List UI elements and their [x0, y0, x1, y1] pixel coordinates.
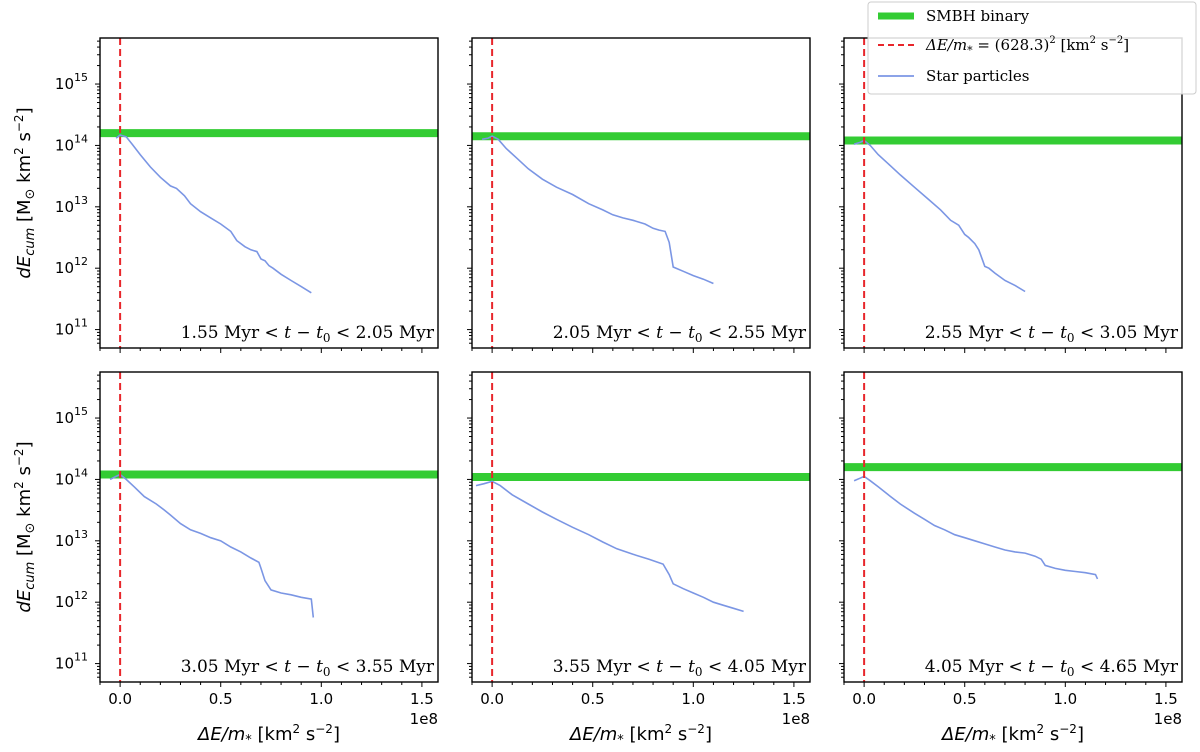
x-axis-label: ΔE/m* [km2 s−2]: [568, 722, 712, 748]
legend: SMBH binary ΔE/m* = (628.3)2 [km2 s−2] Sta…: [867, 1, 1197, 95]
y-tick-label: 1015: [55, 71, 88, 93]
y-tick-label: 1013: [55, 528, 88, 550]
x-tick-label: 1.0: [681, 690, 705, 708]
x-tick-label: 0.5: [209, 690, 233, 708]
star-particles-line: [853, 139, 1026, 293]
x-tick-label: 1.0: [309, 690, 333, 708]
star-particles-line: [481, 135, 714, 285]
legend-label: Star particles: [926, 67, 1030, 85]
legend-label: ΔE/m* = (628.3)2 [km2 s−2]: [925, 35, 1129, 57]
star-particles-line: [853, 475, 1099, 580]
panel-time-label: 2.55 Myr < t − t0 < 3.05 Myr: [925, 323, 1179, 345]
y-tick-label: 1014: [55, 132, 88, 154]
y-tick-label: 1015: [55, 405, 88, 427]
x-tick-label: 0.0: [852, 690, 876, 708]
axes-frame: [99, 37, 439, 349]
y-axis-label: dEcum [M⊙ km2 s−2]: [12, 441, 38, 612]
panel-4: 0.0 0.5 1.0 1.5 1011 1012 1013 1014 1015 3.05 Myr…: [12, 371, 439, 748]
y-tick-label: 1012: [55, 255, 88, 277]
star-particles-line: [109, 473, 315, 618]
panel-1: 1011 1012 1013 1014 1015 1.55 Myr < t − t0 < …: [12, 37, 439, 353]
panel-2: 2.05 Myr < t − t0 < 2.55 Myr: [467, 37, 811, 353]
panel-time-label: 4.05 Myr < t − t0 < 4.65 Myr: [925, 657, 1179, 679]
panel-6: 0.0 0.5 1.0 1.5 4.05 Myr < t − t0 < 4.65 Myr…: [839, 371, 1183, 748]
x-offset-label: 1e8: [1154, 710, 1182, 728]
y-axis-label: dEcum [M⊙ km2 s−2]: [12, 107, 38, 278]
legend-label: SMBH binary: [926, 7, 1030, 25]
x-axis-label: ΔE/m* [km2 s−2]: [196, 722, 340, 748]
panel-time-label: 1.55 Myr < t − t0 < 2.05 Myr: [181, 323, 435, 345]
y-tick-label: 1011: [55, 651, 88, 673]
axes-frame: [471, 371, 811, 683]
star-particles-line: [115, 134, 312, 294]
y-tick-label: 1012: [55, 589, 88, 611]
x-tick-label: 1.5: [782, 690, 806, 708]
x-tick-label: 0.5: [953, 690, 977, 708]
axes-frame: [471, 37, 811, 349]
y-tick-label: 1014: [55, 466, 88, 488]
x-tick-label: 0.0: [480, 690, 504, 708]
panel-time-label: 3.55 Myr < t − t0 < 4.05 Myr: [553, 657, 807, 679]
y-tick-label: 1011: [55, 317, 88, 339]
x-axis-label: ΔE/m* [km2 s−2]: [940, 722, 1084, 748]
x-offset-label: 1e8: [410, 710, 438, 728]
panel-time-label: 3.05 Myr < t − t0 < 3.55 Myr: [181, 657, 435, 679]
star-particles-line: [475, 480, 744, 613]
x-tick-label: 1.5: [410, 690, 434, 708]
panel-3: 2.55 Myr < t − t0 < 3.05 Myr: [839, 37, 1183, 353]
axes-frame: [99, 371, 439, 683]
panel-5: 0.0 0.5 1.0 1.5 3.55 Myr < t − t0 < 4.05 Myr…: [467, 371, 811, 748]
panel-time-label: 2.05 Myr < t − t0 < 2.55 Myr: [553, 323, 807, 345]
x-tick-label: 1.0: [1053, 690, 1077, 708]
legend-box: [867, 1, 1197, 95]
x-tick-label: 0.0: [108, 690, 132, 708]
x-tick-label: 1.5: [1154, 690, 1178, 708]
x-offset-label: 1e8: [782, 710, 810, 728]
y-tick-label: 1013: [55, 194, 88, 216]
x-tick-label: 0.5: [581, 690, 605, 708]
axes-frame: [843, 371, 1183, 683]
